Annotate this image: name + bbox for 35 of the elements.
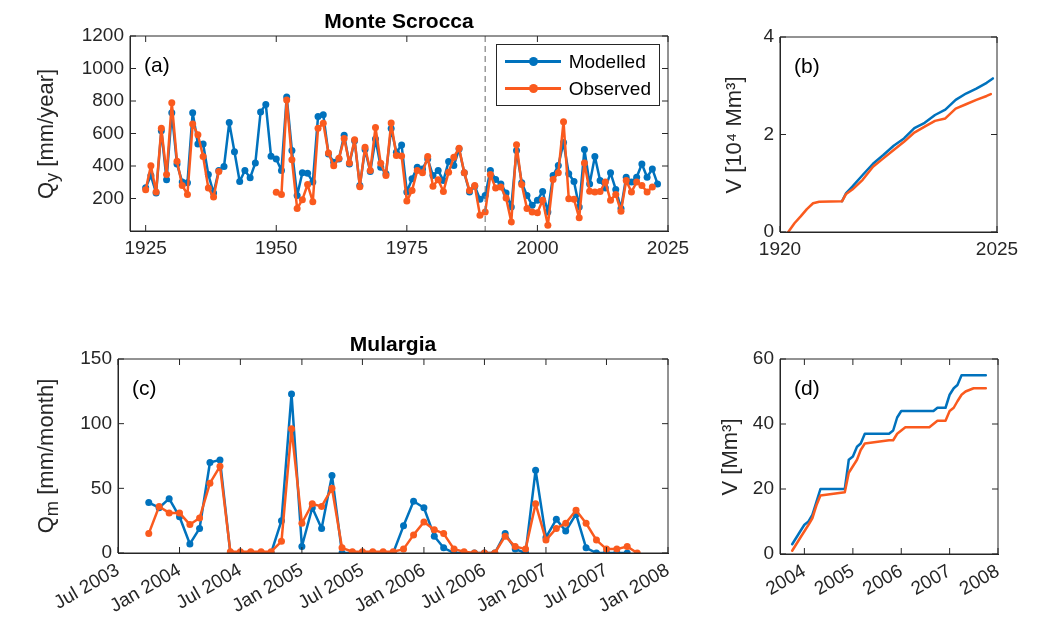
x-tick-label: 2005: [810, 559, 858, 599]
y-tick-label: 2: [763, 122, 774, 144]
y-tick-label: 60: [752, 347, 774, 369]
annotation: (d): [794, 376, 820, 400]
x-tick-label: 2000: [516, 236, 559, 258]
x-tick-label: 1975: [385, 236, 428, 258]
y-axis-title: V [10⁴ Mm³]: [721, 75, 747, 194]
x-tick-label: 2007: [907, 559, 955, 599]
y-tick-label: 1200: [81, 24, 124, 46]
y-tick-label: 800: [92, 89, 124, 111]
y-axis-title: V [Mm³]: [717, 418, 743, 495]
y-tick-label: 50: [90, 476, 112, 498]
chart-title: Mulargia: [349, 332, 437, 356]
y-tick-label: 400: [92, 154, 124, 176]
legend-label: Modelled: [568, 50, 646, 73]
annotation: (a): [144, 53, 170, 77]
y-tick-label: 1000: [81, 56, 124, 78]
legend-label: Observed: [568, 77, 651, 100]
y-tick-label: 20: [752, 477, 774, 499]
x-tick-label: 2025: [646, 236, 690, 258]
y-tick-label: 600: [92, 121, 124, 143]
x-tick-label: 1925: [124, 236, 167, 258]
x-tick-label: 1950: [255, 236, 298, 258]
annotation: (b): [794, 54, 820, 78]
x-tick-label: 2025: [975, 237, 1019, 259]
chart-title: Monte Scrocca: [324, 9, 474, 33]
y-tick-label: 40: [752, 412, 774, 434]
y-tick-label: 100: [80, 411, 112, 433]
y-tick-label: 150: [80, 347, 112, 369]
y-tick-label: 0: [101, 541, 112, 563]
annotation: (c): [132, 376, 157, 400]
x-tick-label: 2008: [955, 559, 1003, 599]
y-tick-label: 4: [763, 25, 775, 47]
x-tick-label: 2006: [858, 559, 906, 599]
y-tick-label: 200: [92, 186, 124, 208]
